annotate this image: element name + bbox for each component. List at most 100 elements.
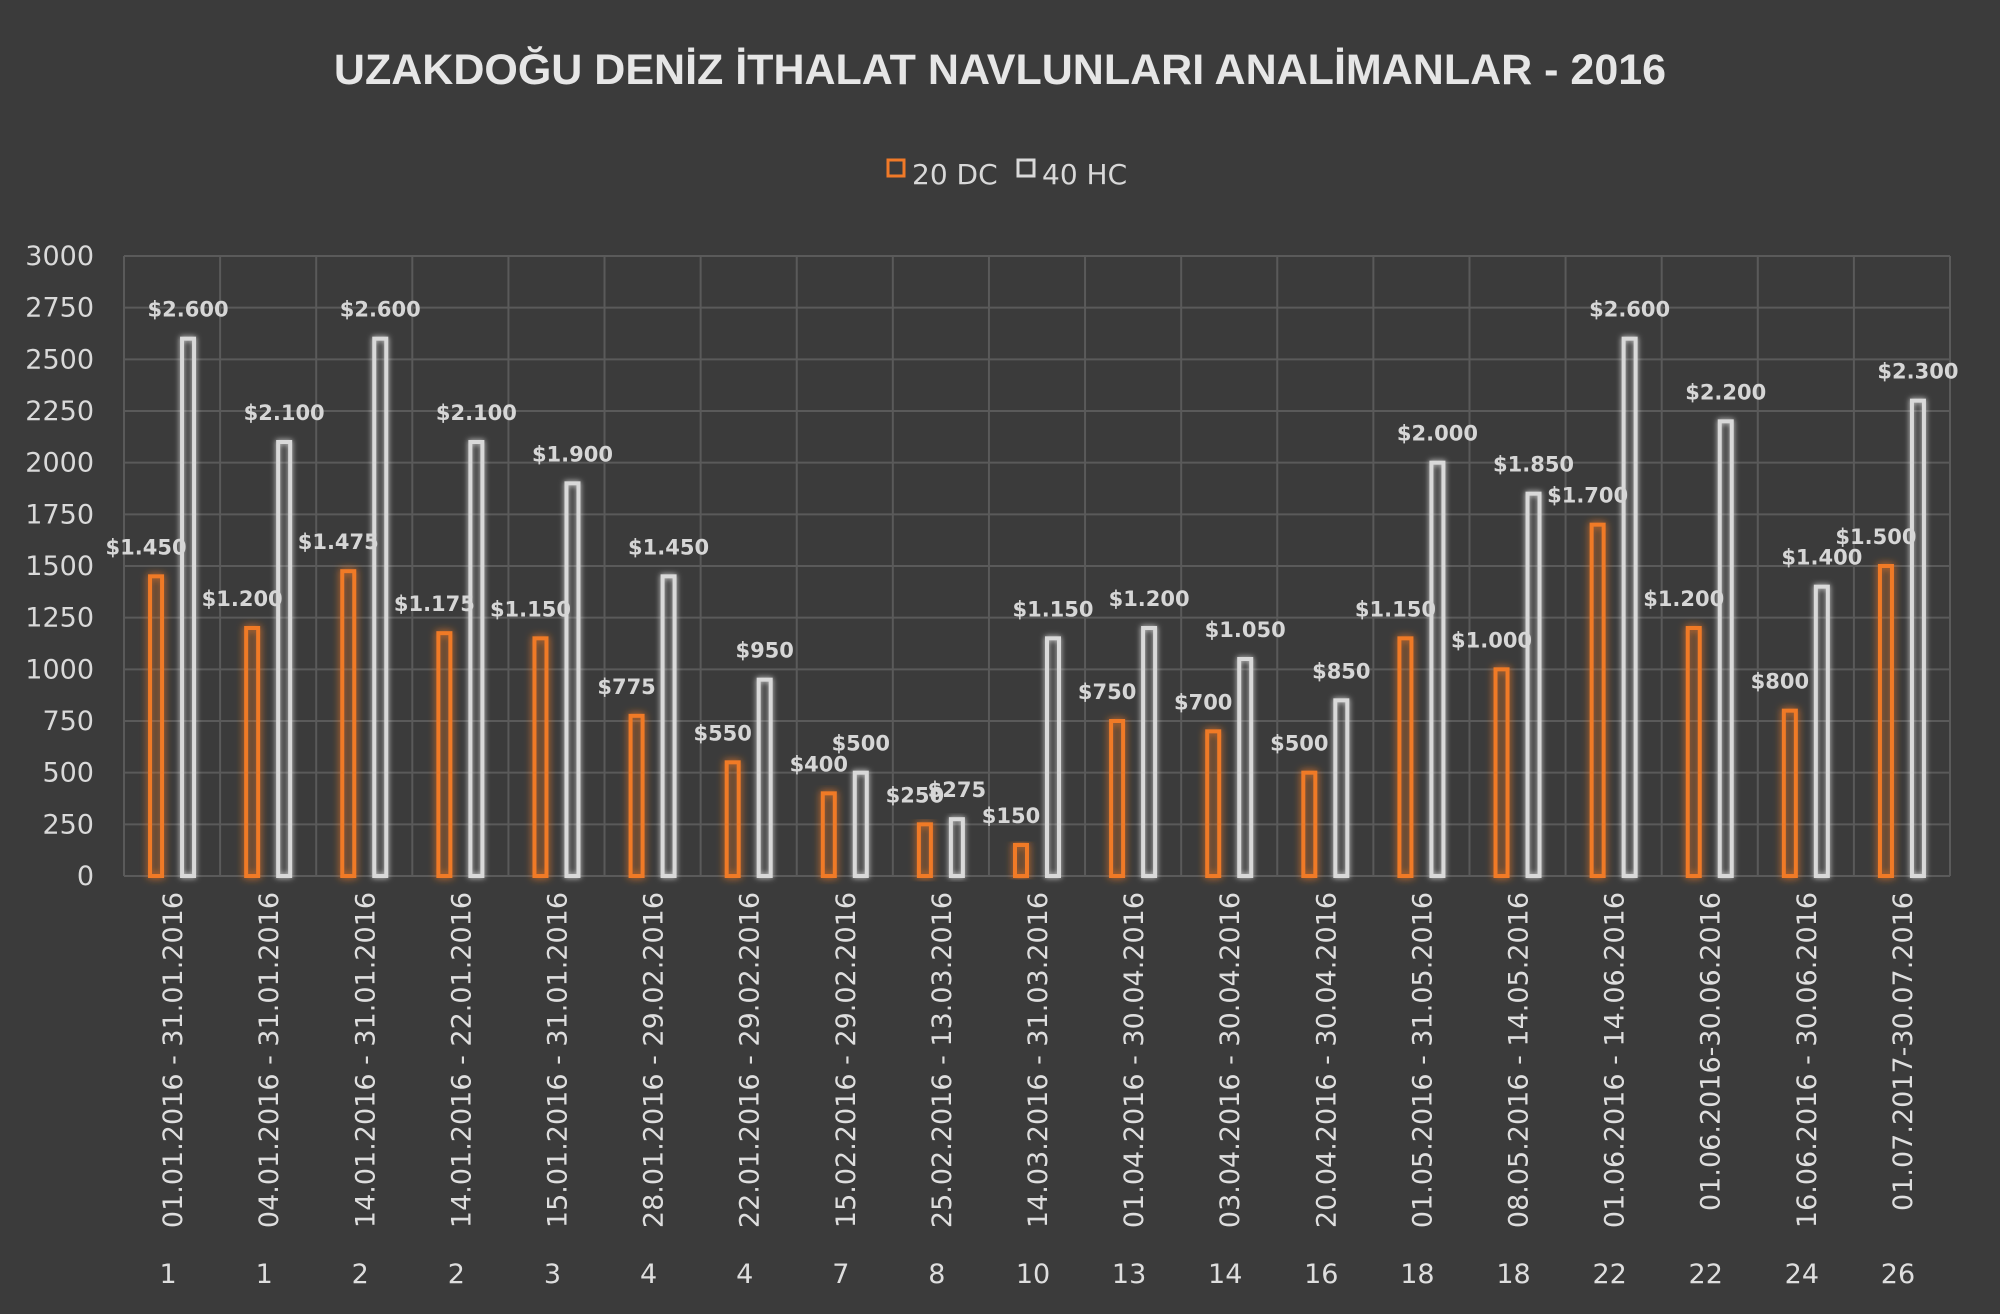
data-label-40hc: $1.200 bbox=[1109, 587, 1190, 611]
bar-20dc bbox=[532, 636, 549, 878]
data-label-20dc: $550 bbox=[693, 721, 751, 745]
data-label-20dc: $800 bbox=[1751, 670, 1809, 694]
y-tick-label: 1250 bbox=[25, 603, 94, 634]
y-tick-label: 2250 bbox=[25, 396, 94, 427]
y-tick-label: 0 bbox=[77, 861, 94, 892]
category-label: 01.07.2017-30.07.2016 bbox=[1888, 892, 1919, 1211]
category-label: 28.01.2016 - 29.02.2016 bbox=[639, 892, 670, 1228]
y-tick-label: 3000 bbox=[25, 241, 94, 272]
category-label: 14.01.2016 - 22.01.2016 bbox=[446, 892, 477, 1228]
bar-40hc bbox=[1333, 698, 1350, 878]
data-label-20dc: $1.150 bbox=[490, 597, 571, 621]
data-label-40hc: $1.400 bbox=[1781, 546, 1862, 570]
bar-20dc bbox=[1589, 522, 1606, 879]
bar-40hc bbox=[1045, 636, 1061, 878]
bar-20dc bbox=[820, 791, 837, 878]
category-label: 08.05.2016 - 14.05.2016 bbox=[1504, 892, 1535, 1228]
bar-40hc bbox=[1237, 657, 1254, 878]
group-label: 2 bbox=[448, 1259, 465, 1290]
group-label: 8 bbox=[928, 1259, 945, 1290]
y-axis: 0 250 500 750 1000 1250 1500 1750 2000 2250 2500 27… bbox=[25, 241, 94, 892]
bar-40hc bbox=[1909, 398, 1926, 878]
y-tick-label: 2750 bbox=[25, 293, 94, 324]
bar-20dc bbox=[1493, 667, 1510, 878]
data-label-40hc: $2.200 bbox=[1685, 380, 1766, 404]
category-label: 15.02.2016 - 29.02.2016 bbox=[831, 892, 862, 1228]
bar-40hc bbox=[372, 336, 389, 878]
bar-40hc bbox=[1429, 460, 1446, 878]
y-tick-label: 1000 bbox=[25, 654, 94, 685]
data-label-40hc: $1.150 bbox=[1012, 597, 1093, 621]
group-label: 10 bbox=[1016, 1259, 1050, 1290]
category-label: 04.01.2016 - 31.01.2016 bbox=[254, 892, 285, 1228]
data-label-40hc: $275 bbox=[928, 778, 986, 802]
y-tick-label: 1500 bbox=[25, 551, 94, 582]
group-label: 7 bbox=[832, 1259, 849, 1290]
category-label: 14.01.2016 - 31.01.2016 bbox=[350, 892, 381, 1228]
category-label: 25.02.2016 - 13.03.2016 bbox=[927, 892, 958, 1228]
legend-swatch-40hc bbox=[1016, 158, 1036, 178]
group-label: 16 bbox=[1304, 1259, 1338, 1290]
category-label: 22.01.2016 - 29.02.2016 bbox=[735, 892, 766, 1228]
data-label-40hc: $2.000 bbox=[1397, 422, 1478, 446]
bar-40hc bbox=[1141, 626, 1158, 878]
data-labels: $1.450 $1.200 $1.475 $1.175 $1.150 $775 $550 $4… bbox=[106, 298, 1959, 828]
data-label-20dc: $750 bbox=[1078, 680, 1136, 704]
data-label-20dc: $1.475 bbox=[298, 530, 379, 554]
data-label-40hc: $1.850 bbox=[1493, 453, 1574, 477]
bar-20dc bbox=[244, 626, 261, 878]
bar-20dc bbox=[1205, 729, 1222, 878]
data-label-20dc: $500 bbox=[1270, 732, 1328, 756]
legend-label-40hc: 40 HC bbox=[1042, 158, 1127, 191]
bar-40hc bbox=[756, 677, 773, 879]
data-label-40hc: $500 bbox=[832, 732, 890, 756]
data-label-40hc: $2.100 bbox=[244, 401, 325, 425]
bar-20dc bbox=[628, 713, 645, 878]
bar-40hc bbox=[1813, 584, 1830, 879]
data-label-40hc: $2.300 bbox=[1877, 360, 1958, 384]
data-label-40hc: $1.450 bbox=[628, 535, 709, 559]
bar-40hc bbox=[1621, 336, 1638, 878]
data-label-40hc: $1.900 bbox=[532, 442, 613, 466]
data-label-20dc: $1.200 bbox=[202, 587, 283, 611]
data-label-20dc: $1.700 bbox=[1547, 484, 1628, 508]
bar-40hc bbox=[660, 574, 677, 878]
y-tick-label: 2000 bbox=[25, 448, 94, 479]
group-label: 14 bbox=[1208, 1259, 1242, 1290]
bar-20dc bbox=[1109, 719, 1126, 878]
group-label: 4 bbox=[640, 1259, 657, 1290]
data-label-40hc: $950 bbox=[735, 639, 793, 663]
group-label: 24 bbox=[1785, 1259, 1819, 1290]
bar-20dc bbox=[1397, 636, 1414, 878]
category-label: 20.04.2016 - 30.04.2016 bbox=[1311, 892, 1342, 1228]
grid bbox=[123, 255, 1951, 877]
bar-20dc bbox=[1685, 626, 1702, 878]
data-label-20dc: $1.200 bbox=[1643, 587, 1724, 611]
bar-40hc bbox=[1717, 419, 1734, 878]
data-label-40hc: $2.100 bbox=[436, 401, 517, 425]
legend: 20 DC 40 HC bbox=[886, 158, 1127, 191]
data-label-20dc: $400 bbox=[790, 752, 848, 776]
category-label: 14.03.2016 - 31.03.2016 bbox=[1023, 892, 1054, 1228]
data-label-40hc: $2.600 bbox=[148, 298, 229, 322]
y-tick-label: 750 bbox=[42, 706, 94, 737]
group-label: 13 bbox=[1112, 1259, 1146, 1290]
data-label-20dc: $1.450 bbox=[106, 535, 187, 559]
bar-20dc bbox=[1013, 843, 1029, 878]
bar-20dc bbox=[916, 822, 933, 878]
category-label: 01.04.2016 - 30.04.2016 bbox=[1119, 892, 1150, 1228]
bar-20dc bbox=[1781, 708, 1798, 879]
bar-20dc bbox=[1301, 770, 1318, 879]
category-label: 01.05.2016 - 31.05.2016 bbox=[1407, 892, 1438, 1228]
group-label: 22 bbox=[1592, 1259, 1626, 1290]
group-label: 26 bbox=[1881, 1259, 1915, 1290]
group-label: 4 bbox=[736, 1259, 753, 1290]
x-axis: 01.01.2016 - 31.01.2016 1 04.01.2016 - 31.… bbox=[158, 892, 1919, 1290]
bar-40hc bbox=[564, 481, 581, 878]
bar-40hc bbox=[180, 336, 197, 878]
bar-40hc bbox=[852, 770, 869, 879]
y-tick-label: 1750 bbox=[25, 499, 94, 530]
category-label: 03.04.2016 - 30.04.2016 bbox=[1215, 892, 1246, 1228]
